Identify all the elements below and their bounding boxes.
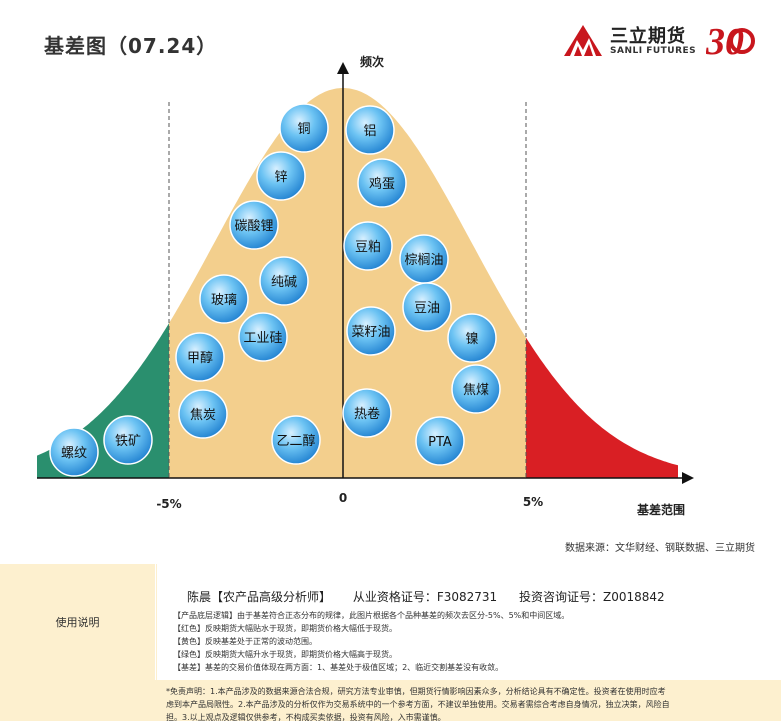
bubble-label: 工业硅: [243, 331, 282, 346]
bubble-label: 锌: [274, 170, 287, 185]
bubble-marker: [447, 313, 497, 363]
sanli-logo: 三立期货 SANLI FUTURES 30: [562, 18, 762, 64]
data-point-bubble: 铝: [345, 105, 395, 155]
bubble-marker: [199, 274, 249, 324]
data-point-bubble: 铜: [279, 103, 329, 153]
bubble-label: 菜籽油: [351, 325, 390, 340]
bubble-marker: [346, 306, 396, 356]
bubble-marker: [279, 103, 329, 153]
data-point-bubble: 焦煤: [451, 364, 501, 414]
data-source: 数据来源：文华财经、钢联数据、三立期货: [565, 543, 755, 554]
bubble-label: 鸡蛋: [369, 176, 395, 192]
qualification-cert: 从业资格证号：F3082731: [352, 590, 498, 604]
bubble-marker: [238, 312, 288, 362]
bubble-marker: [271, 415, 321, 465]
data-point-bubble: 豆粕: [343, 221, 393, 271]
bubble-label: 热卷: [354, 406, 380, 422]
bubble-label: 螺纹: [61, 446, 87, 461]
data-point-bubble: 乙二醇: [271, 415, 321, 465]
data-point-bubble: 玻璃: [199, 274, 249, 324]
data-point-bubble: 焦炭: [178, 389, 228, 439]
data-point-bubble: 锌: [256, 151, 306, 201]
anniversary-30-logo-icon: 30: [706, 21, 755, 62]
usage-note: 【红色】反映期货大幅贴水于现货，即期货价格大幅低于现货。: [173, 624, 397, 633]
logo-name-cn: 三立期货: [610, 26, 686, 47]
x-tick-label: -5%: [156, 497, 181, 511]
data-point-bubble: 甲醇: [175, 332, 225, 382]
data-point-bubble: 棕榈油: [399, 234, 449, 284]
data-point-bubble: 螺纹: [49, 427, 99, 477]
usage-note: 【产品底层逻辑】由于基差符合正态分布的规律，此图片根据各个品种基差的频次去区分-…: [173, 611, 570, 620]
bubble-marker: [357, 158, 407, 208]
data-point-bubble: 工业硅: [238, 312, 288, 362]
bubble-label: 焦煤: [463, 383, 489, 398]
disclaimer: *免责声明：1.本产品涉及的数据来源合法合规，研究方法专业审慎，但期货行情影响因…: [0, 680, 781, 721]
bubble-marker: [402, 282, 452, 332]
bubble-label: 焦炭: [190, 408, 216, 423]
data-point-bubble: 铁矿: [103, 415, 153, 465]
bubble-marker: [49, 427, 99, 477]
disclaimer-line: 担。3.以上观点及逻辑仅供参考，不构成买卖依据，投资有风险，入市需谨慎。: [166, 713, 446, 721]
bubble-marker: [415, 416, 465, 466]
logo-name-en: SANLI FUTURES: [610, 46, 697, 56]
disclaimer-line: *免责声明：1.本产品涉及的数据来源合法合规，研究方法专业审慎，但期货行情影响因…: [166, 687, 666, 696]
data-point-bubble: 热卷: [342, 388, 392, 438]
analyst-name: 陈晨【农产品高级分析师】: [187, 590, 332, 604]
bubble-label: 甲醇: [187, 350, 213, 366]
bubble-label: 玻璃: [211, 293, 237, 308]
data-point-bubble: 豆油: [402, 282, 452, 332]
bubble-label: 豆粕: [355, 240, 381, 255]
bubble-label: 铜: [297, 122, 310, 137]
bubble-marker: [345, 105, 395, 155]
data-point-bubble: 碳酸锂: [229, 200, 279, 250]
bubble-marker: [343, 221, 393, 271]
usage-panel: 使用说明 陈晨【农产品高级分析师】 从业资格证号：F3082731 投资咨询证号…: [0, 564, 781, 680]
data-point-bubble: 菜籽油: [346, 306, 396, 356]
data-point-bubble: 纯碱: [259, 256, 309, 306]
usage-content: 陈晨【农产品高级分析师】 从业资格证号：F3082731 投资咨询证号：Z001…: [157, 564, 781, 680]
x-tick-label: 5%: [523, 495, 543, 509]
bubble-marker: [229, 200, 279, 250]
page-title: 基差图（07.24）: [44, 34, 218, 58]
bubble-label: 纯碱: [271, 275, 297, 290]
bubble-label: 豆油: [414, 301, 440, 316]
bubble-marker: [451, 364, 501, 414]
data-point-bubble: 镍: [447, 313, 497, 363]
x-axis-label: 基差范围: [636, 502, 685, 517]
red-zone: [526, 337, 678, 478]
bubble-label: 碳酸锂: [234, 219, 273, 234]
mountain-logo-icon: [564, 25, 602, 56]
svg-text:30: 30: [706, 21, 744, 62]
bubble-marker: [256, 151, 306, 201]
bubble-label: 棕榈油: [404, 253, 443, 268]
bubble-label: 镍: [465, 332, 478, 347]
bubble-label: 乙二醇: [276, 433, 315, 449]
analyst-info: 陈晨【农产品高级分析师】 从业资格证号：F3082731 投资咨询证号：Z001…: [187, 588, 781, 605]
y-axis-label: 频次: [360, 54, 384, 69]
data-point-bubble: 鸡蛋: [357, 158, 407, 208]
usage-label: 使用说明: [0, 564, 156, 680]
bubble-marker: [175, 332, 225, 382]
usage-note: 【绿色】反映期货大幅升水于现货，即期货价格大幅高于现货。: [173, 650, 397, 659]
disclaimer-line: 虑到本产品局限性。2.本产品涉及的分析仅作为交易系统中的一个参考方面，不建议单独…: [166, 700, 670, 709]
consulting-cert: 投资咨询证号：Z0018842: [519, 590, 665, 604]
bubble-label: 铝: [363, 124, 376, 139]
usage-note: 【黄色】反映基差处于正常的波动范围。: [173, 637, 317, 646]
bubble-label: PTA: [428, 435, 452, 450]
bubble-marker: [342, 388, 392, 438]
bubble-marker: [103, 415, 153, 465]
bubble-marker: [178, 389, 228, 439]
bubble-label: 铁矿: [115, 434, 141, 449]
bubble-marker: [259, 256, 309, 306]
usage-note: 【基差】基差的交易价值体现在两方面：1、基差处于极值区域；2、临近交割基差没有收…: [173, 663, 504, 672]
data-point-bubble: PTA: [415, 416, 465, 466]
usage-notes: 【产品底层逻辑】由于基差符合正态分布的规律，此图片根据各个品种基差的频次去区分-…: [173, 609, 781, 674]
x-tick-label: 0: [339, 491, 347, 505]
